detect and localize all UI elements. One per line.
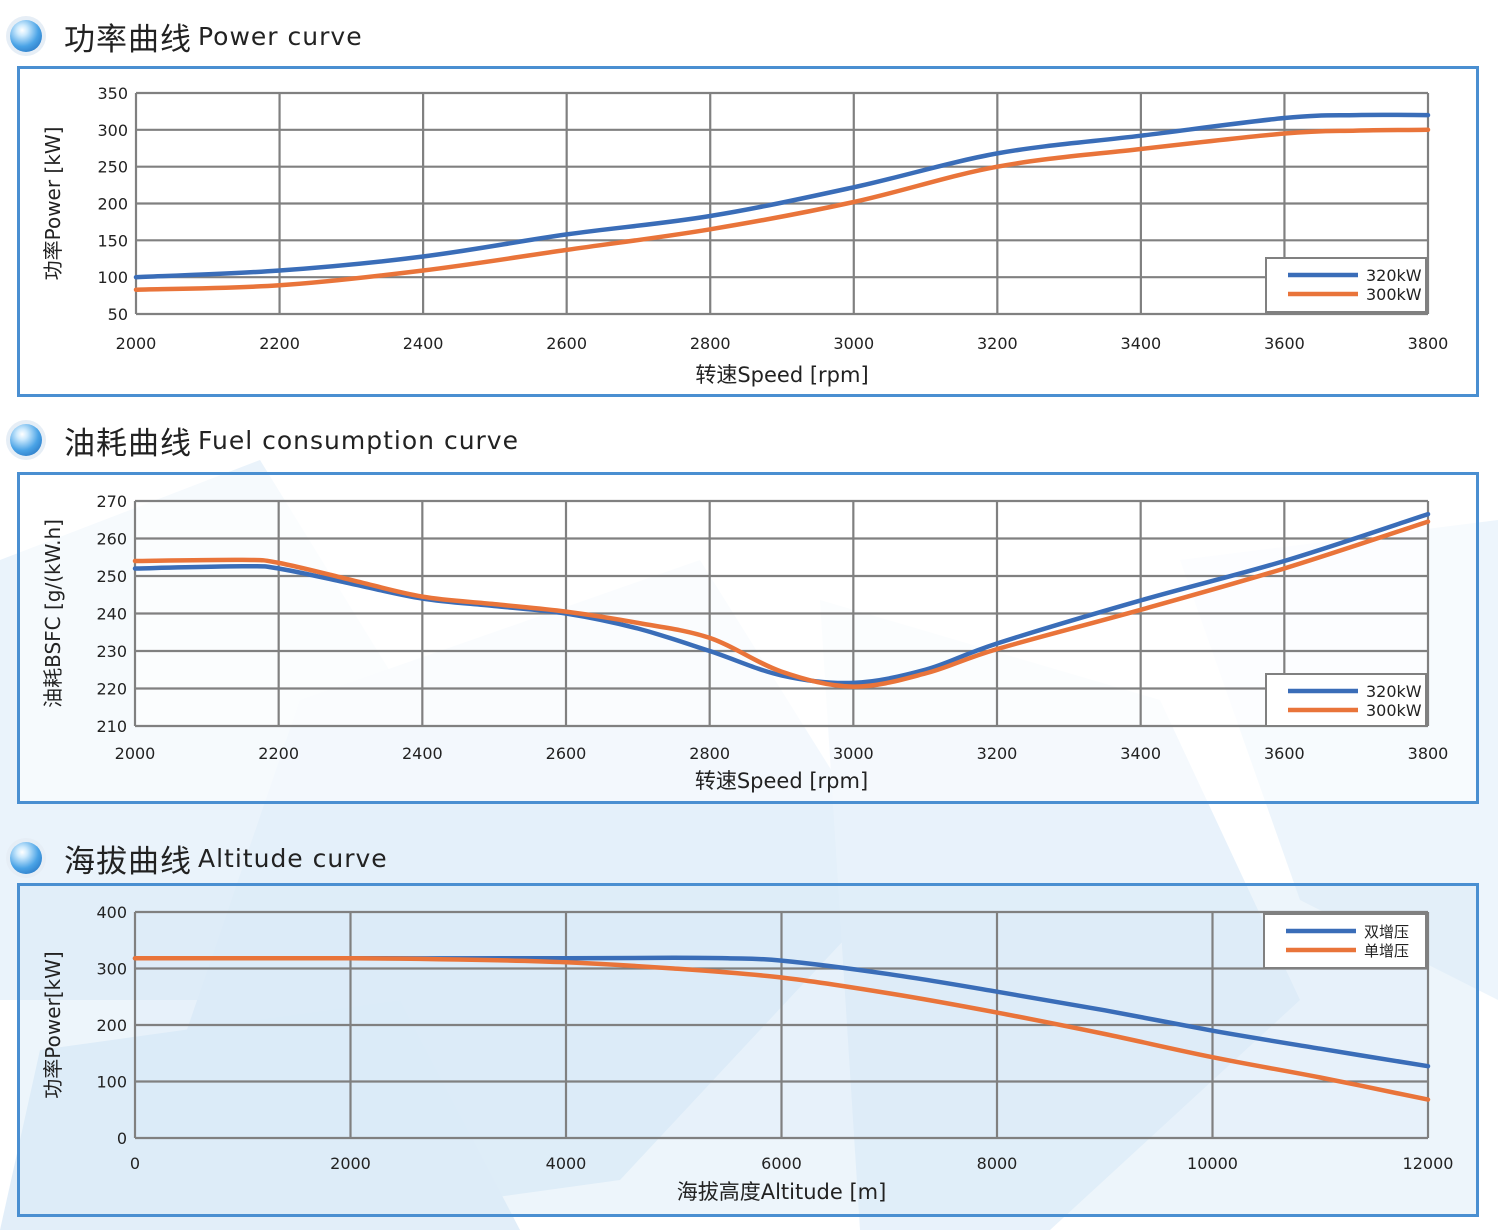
y-tick-label: 350 xyxy=(97,84,128,103)
bullet-icon xyxy=(10,424,42,456)
y-tick-label: 0 xyxy=(117,1129,127,1148)
altitude-curve-chart: 0 2000 4000 6000 8000 10000 12000 0 100 200 300 400… xyxy=(41,903,1454,1204)
x-axis-label: 转速Speed [rpm] xyxy=(695,363,868,387)
series-line-orange xyxy=(132,519,1431,689)
legend-box xyxy=(1265,257,1427,313)
bullet-icon xyxy=(10,842,42,874)
x-tick-label: 3200 xyxy=(977,334,1018,353)
x-tick-label: 3400 xyxy=(1120,744,1161,763)
series-line-blue xyxy=(133,112,1431,280)
section-heading-altitude: 海拔曲线 Altitude curve xyxy=(10,836,388,880)
x-tick-label: 3400 xyxy=(1121,334,1162,353)
x-tick-label: 2200 xyxy=(259,334,300,353)
section-title-en: Fuel consumption curve xyxy=(198,425,519,455)
x-tick-label: 3600 xyxy=(1264,334,1305,353)
power-curve-chart: 2000 2200 2400 2600 2800 3000 3200 3400 3600 3800… xyxy=(41,84,1449,387)
section-heading-power: 功率曲线 Power curve xyxy=(10,14,363,58)
legend-box xyxy=(1263,913,1427,969)
altitude-curve-panel: 0 2000 4000 6000 8000 10000 12000 0 100 200 300 400… xyxy=(17,883,1479,1217)
y-axis-label: 功率Power [kW] xyxy=(41,127,65,281)
x-tick-label: 2800 xyxy=(690,334,731,353)
x-tick-label: 2000 xyxy=(116,334,157,353)
section-title-en: Power curve xyxy=(198,21,363,51)
y-tick-label: 230 xyxy=(96,642,127,661)
x-tick-label: 4000 xyxy=(546,1154,587,1173)
y-tick-label: 300 xyxy=(97,121,128,140)
x-tick-label: 3800 xyxy=(1408,744,1449,763)
section-title-en: Altitude curve xyxy=(198,843,388,873)
x-tick-label: 3000 xyxy=(833,334,874,353)
legend-box xyxy=(1265,673,1427,727)
x-tick-label: 3600 xyxy=(1264,744,1305,763)
x-tick-label: 0 xyxy=(130,1154,140,1173)
series-line-orange xyxy=(132,955,1431,1102)
x-tick-label: 2400 xyxy=(403,334,444,353)
y-tick-label: 400 xyxy=(96,903,127,922)
legend-label: 300kW xyxy=(1366,285,1422,304)
y-tick-label: 200 xyxy=(96,1016,127,1035)
y-tick-label: 150 xyxy=(97,231,128,250)
x-tick-label: 6000 xyxy=(761,1154,802,1173)
x-tick-label: 2000 xyxy=(115,744,156,763)
section-title-cn: 油耗曲线 xyxy=(64,425,192,462)
y-tick-label: 100 xyxy=(96,1073,127,1092)
power-curve-panel: 2000 2200 2400 2600 2800 3000 3200 3400 3600 3800… xyxy=(17,66,1479,397)
x-tick-label: 2400 xyxy=(402,744,443,763)
y-tick-label: 300 xyxy=(96,960,127,979)
x-tick-label: 3000 xyxy=(833,744,874,763)
fuel-curve-panel: 2000 2200 2400 2600 2800 3000 3200 3400 3600 3800… xyxy=(17,472,1479,804)
legend-label: 300kW xyxy=(1366,701,1422,720)
x-tick-label: 2800 xyxy=(689,744,730,763)
x-axis-label: 转速Speed [rpm] xyxy=(695,769,868,793)
y-axis-label: 油耗BSFC [g/(kW.h] xyxy=(41,519,65,708)
x-tick-label: 3800 xyxy=(1408,334,1449,353)
section-title-cn: 功率曲线 xyxy=(64,21,192,58)
y-tick-label: 270 xyxy=(96,492,127,511)
fuel-curve-chart: 2000 2200 2400 2600 2800 3000 3200 3400 3600 3800… xyxy=(41,492,1449,793)
y-axis-label: 功率Power[kW] xyxy=(41,951,65,1098)
y-tick-label: 250 xyxy=(97,158,128,177)
y-tick-label: 240 xyxy=(96,605,127,624)
x-tick-label: 3200 xyxy=(977,744,1018,763)
x-tick-label: 2000 xyxy=(330,1154,371,1173)
x-tick-label: 2200 xyxy=(258,744,299,763)
legend-label: 320kW xyxy=(1366,266,1422,285)
x-axis-label: 海拔高度Altitude [m] xyxy=(677,1180,887,1204)
y-tick-label: 50 xyxy=(108,305,128,324)
series-line-blue xyxy=(132,511,1431,686)
y-tick-label: 200 xyxy=(97,195,128,214)
x-tick-label: 2600 xyxy=(546,334,587,353)
x-tick-label: 10000 xyxy=(1187,1154,1238,1173)
bullet-icon xyxy=(10,20,42,52)
x-tick-label: 2600 xyxy=(546,744,587,763)
section-heading-fuel: 油耗曲线 Fuel consumption curve xyxy=(10,418,519,462)
y-tick-label: 100 xyxy=(97,268,128,287)
y-tick-label: 210 xyxy=(96,717,127,736)
y-tick-label: 220 xyxy=(96,680,127,699)
y-tick-label: 250 xyxy=(96,567,127,586)
y-tick-label: 260 xyxy=(96,530,127,549)
legend-label: 320kW xyxy=(1366,682,1422,701)
x-tick-label: 8000 xyxy=(977,1154,1018,1173)
legend-label: 单增压 xyxy=(1364,942,1409,960)
x-tick-label: 12000 xyxy=(1403,1154,1454,1173)
series-line-orange xyxy=(133,127,1431,292)
legend-label: 双增压 xyxy=(1364,923,1409,941)
section-title-cn: 海拔曲线 xyxy=(64,843,192,880)
